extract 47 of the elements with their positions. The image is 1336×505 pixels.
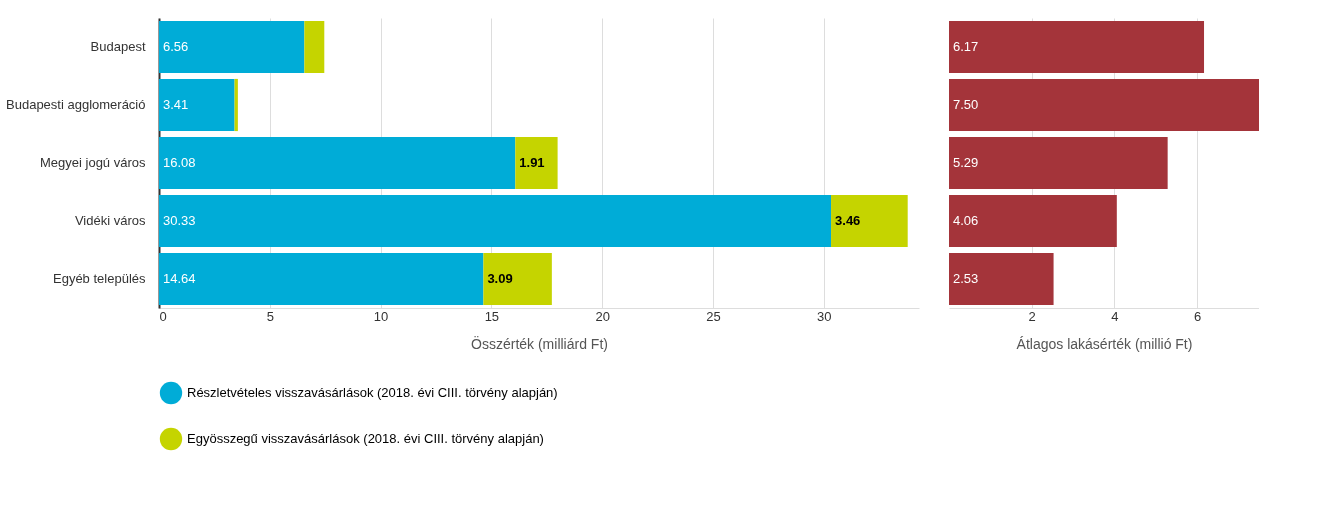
y-tick-label: Megyei jogú város — [40, 155, 146, 170]
bar — [159, 20, 305, 74]
y-tick-label: Vidéki város — [74, 213, 146, 228]
data-label: 1.91 — [519, 155, 545, 170]
bar — [159, 252, 484, 306]
legend-label: Egyösszegű visszavásárlások (2018. évi CIII. törvény alapján) — [187, 431, 544, 446]
x-tick-label: 10 — [373, 308, 389, 324]
x-axis-title: Összérték (milliárd Ft) — [471, 334, 608, 352]
data-label: 7.50 — [953, 97, 979, 112]
bar — [949, 136, 1168, 190]
data-label: 14.64 — [163, 271, 196, 286]
bar — [159, 194, 832, 248]
data-label: 5.29 — [953, 155, 979, 170]
y-tick-label: Budapesti agglomeráció — [6, 97, 146, 112]
bar — [304, 20, 325, 74]
x-axis-title: Átlagos lakásérték (millió Ft) — [1016, 335, 1193, 352]
x-tick-label: 0 — [159, 308, 167, 324]
y-tick-label: Budapest — [90, 39, 146, 54]
legend-label: Részletvételes visszavásárlások (2018. évi CIII. törvény alapján) — [187, 385, 558, 400]
data-label: 30.33 — [163, 213, 196, 228]
bar — [949, 78, 1259, 132]
bar — [483, 252, 552, 306]
data-label: 16.08 — [163, 155, 196, 170]
x-tick-label: 20 — [595, 308, 610, 324]
bar — [949, 194, 1117, 248]
data-label: 3.09 — [487, 271, 513, 286]
bar — [949, 20, 1205, 74]
data-label: 6.17 — [953, 39, 979, 54]
bar — [159, 78, 235, 132]
y-tick-label: Egyéb település — [52, 271, 146, 286]
data-label: 6.56 — [163, 39, 189, 54]
bar — [515, 136, 558, 190]
x-tick-label: 6 — [1193, 308, 1202, 324]
bar — [159, 136, 516, 190]
bar — [831, 194, 908, 248]
x-tick-label: 30 — [816, 308, 832, 324]
data-label: 4.06 — [953, 213, 979, 228]
x-tick-label: 4 — [1111, 308, 1119, 324]
data-label: 3.46 — [835, 213, 861, 228]
bar — [949, 252, 1054, 306]
x-tick-label: 5 — [266, 308, 274, 324]
data-label: 2.53 — [953, 271, 979, 286]
bar — [234, 78, 238, 132]
x-tick-label: 15 — [484, 308, 500, 324]
x-tick-label: 2 — [1028, 308, 1036, 324]
x-tick-label: 25 — [706, 308, 721, 324]
data-label: 3.41 — [163, 97, 189, 112]
